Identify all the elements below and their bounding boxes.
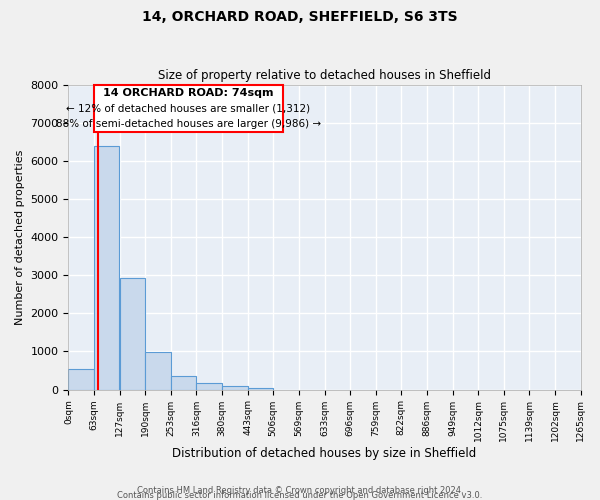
Bar <box>68 368 94 390</box>
Text: 14, ORCHARD ROAD, SHEFFIELD, S6 3TS: 14, ORCHARD ROAD, SHEFFIELD, S6 3TS <box>142 10 458 24</box>
Bar <box>248 388 273 390</box>
FancyBboxPatch shape <box>94 84 283 132</box>
Bar <box>120 278 145 390</box>
Text: 88% of semi-detached houses are larger (9,986) →: 88% of semi-detached houses are larger (… <box>56 118 321 128</box>
Bar <box>222 386 248 390</box>
Bar <box>171 376 196 390</box>
Text: Contains HM Land Registry data © Crown copyright and database right 2024.: Contains HM Land Registry data © Crown c… <box>137 486 463 495</box>
Bar <box>196 383 222 390</box>
Y-axis label: Number of detached properties: Number of detached properties <box>15 150 25 325</box>
Bar <box>94 146 119 390</box>
Text: Contains public sector information licensed under the Open Government Licence v3: Contains public sector information licen… <box>118 491 482 500</box>
X-axis label: Distribution of detached houses by size in Sheffield: Distribution of detached houses by size … <box>172 447 476 460</box>
Text: ← 12% of detached houses are smaller (1,312): ← 12% of detached houses are smaller (1,… <box>67 104 310 114</box>
Bar <box>145 352 171 390</box>
Title: Size of property relative to detached houses in Sheffield: Size of property relative to detached ho… <box>158 69 491 82</box>
Text: 14 ORCHARD ROAD: 74sqm: 14 ORCHARD ROAD: 74sqm <box>103 88 274 98</box>
